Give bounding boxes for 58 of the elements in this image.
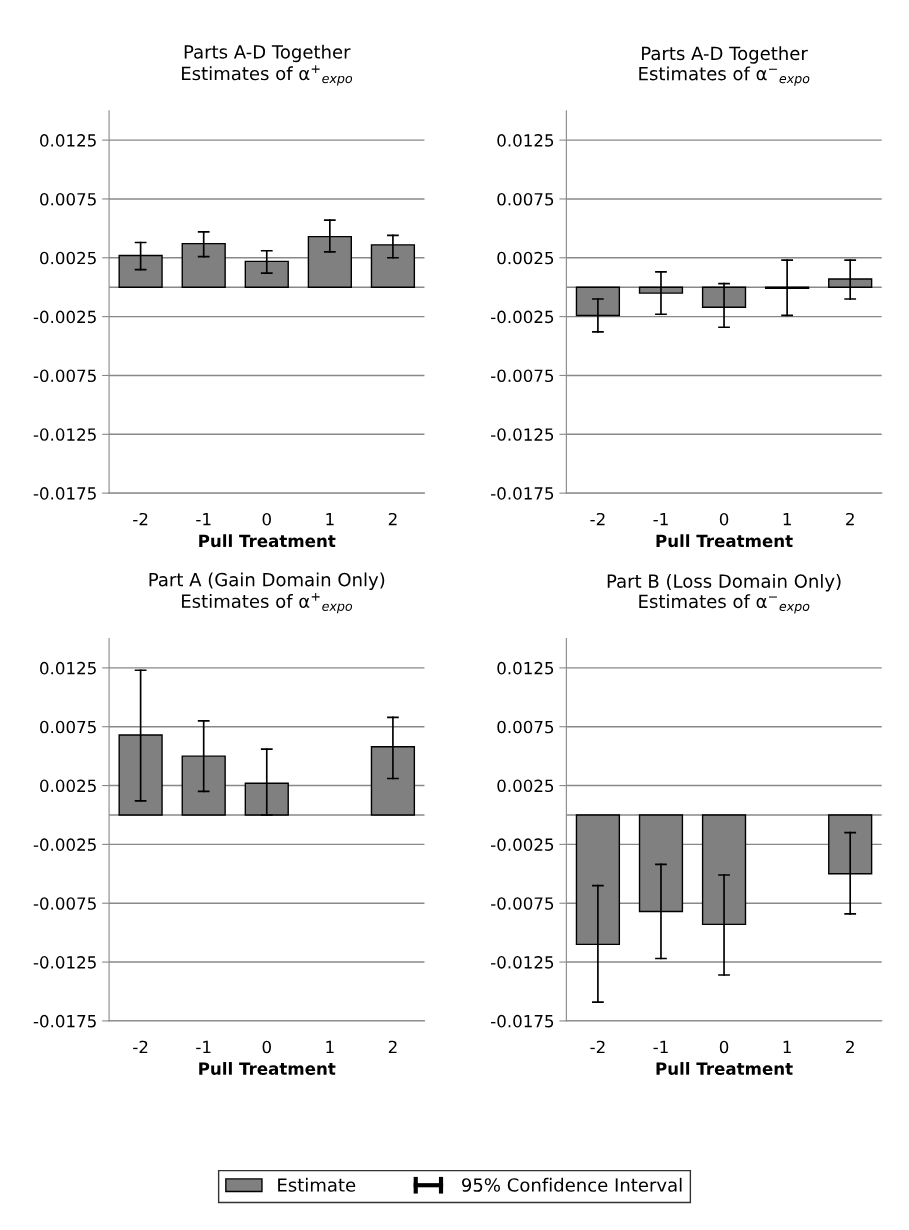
y-tick-label: -0.0125 xyxy=(491,428,554,441)
x-tick-label: -2 xyxy=(590,512,605,526)
legend-label: Estimate xyxy=(278,1177,356,1192)
x-tick-label: 2 xyxy=(388,1040,397,1054)
x-tick-label: 0 xyxy=(719,1040,729,1054)
x-tick-label: -1 xyxy=(653,513,668,526)
x-tick-label: 2 xyxy=(388,512,397,526)
x-axis-title: Pull Treatment xyxy=(656,534,793,548)
x-tick-label: 1 xyxy=(326,513,334,526)
x-tick-label: 2 xyxy=(846,1040,854,1054)
y-tick-label: -0.0125 xyxy=(33,428,96,441)
x-tick-label: 1 xyxy=(326,1040,334,1054)
y-tick-label: -0.0025 xyxy=(33,310,96,324)
y-tick-label: 0.0075 xyxy=(40,720,96,734)
x-axis-title: Pull Treatment xyxy=(656,1062,793,1075)
y-tick-label: -0.0075 xyxy=(33,897,96,910)
y-tick-label: 0.0025 xyxy=(40,779,96,793)
y-tick-label: -0.0075 xyxy=(33,369,96,383)
y-tick-label: -0.0075 xyxy=(491,369,554,383)
x-tick-label: -1 xyxy=(653,1040,668,1054)
y-tick-label: 0.0075 xyxy=(497,720,554,734)
x-tick-label: -2 xyxy=(590,1040,605,1054)
x-tick-label: 2 xyxy=(846,512,854,526)
x-tick-label: 0 xyxy=(262,1040,271,1054)
y-tick-label: -0.0175 xyxy=(491,487,554,500)
y-tick-label: 0.0125 xyxy=(40,661,96,675)
y-tick-label: 0.0075 xyxy=(40,192,96,206)
y-tick-label: -0.0125 xyxy=(491,956,554,969)
y-tick-label: 0.0125 xyxy=(497,134,554,147)
chart-title: Parts A-D Together Estimates of α$^{+}$$_{expo}$ xyxy=(182,44,353,86)
x-tick-label: -1 xyxy=(196,513,211,526)
chart-title: Part A (Gain Domain Only) Estimates of α$^{+}$$_{expo}$ xyxy=(149,572,385,614)
y-tick-label: 0.0025 xyxy=(497,251,554,265)
chart-title: Parts A-D Together Estimates of α$^{−}$$_{expo}$ xyxy=(639,46,810,86)
y-tick-label: -0.0125 xyxy=(33,956,96,969)
x-axis-title: Pull Treatment xyxy=(199,534,336,548)
y-tick-label: -0.0025 xyxy=(491,310,554,324)
x-tick-label: 0 xyxy=(262,512,271,526)
x-tick-label: -1 xyxy=(196,1040,211,1054)
y-tick-label: 0.0125 xyxy=(40,134,96,147)
y-tick-label: 0.0125 xyxy=(497,661,554,675)
chart-title: Part B (Loss Domain Only) Estimates of α$^{−}$$_{expo}$ xyxy=(607,573,841,614)
text: 95% Confidence Interval xyxy=(462,1177,682,1192)
y-tick-label: 0.0075 xyxy=(497,192,554,206)
x-tick-label: -2 xyxy=(133,1040,148,1054)
x-axis-title: Pull Treatment xyxy=(199,1062,336,1075)
y-tick-label: -0.0175 xyxy=(491,1014,554,1028)
x-tick-label: 0 xyxy=(719,512,729,526)
y-tick-label: -0.0075 xyxy=(491,897,554,910)
x-tick-label: 1 xyxy=(783,1040,791,1054)
y-tick-label: -0.0175 xyxy=(33,487,96,500)
y-tick-label: 0.0025 xyxy=(497,779,554,793)
x-tick-label: 1 xyxy=(783,513,791,526)
x-tick-label: -2 xyxy=(133,512,148,526)
y-tick-label: -0.0025 xyxy=(491,838,554,851)
y-tick-label: -0.0175 xyxy=(33,1014,96,1028)
y-tick-label: -0.0025 xyxy=(33,838,96,851)
y-tick-label: 0.0025 xyxy=(40,251,96,265)
